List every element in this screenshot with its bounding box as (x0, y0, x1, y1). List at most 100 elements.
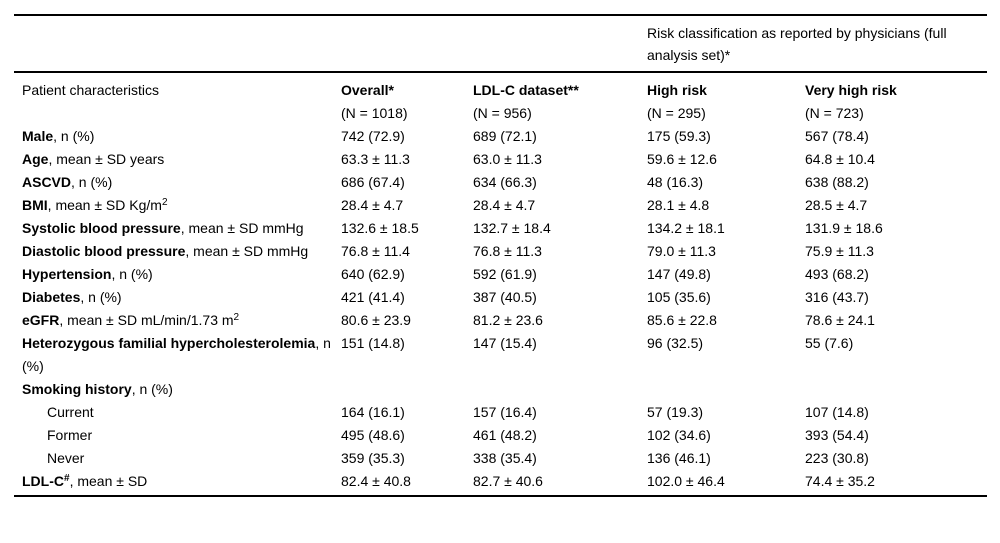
table-row: Age, mean ± SD years 63.3 ± 11.3 63.0 ± 11… (14, 148, 987, 171)
value-cell (647, 378, 805, 401)
value-cell: 131.9 ± 18.6 (805, 220, 883, 236)
row-label-segment: , n (%) (131, 381, 173, 397)
row-label-cell: Current (14, 401, 341, 424)
value-cell: 387 (40.5) (473, 289, 537, 305)
table-row: Diabetes, n (%) 421 (41.4) 387 (40.5) 105 (… (14, 286, 987, 309)
column-n-4: (N = 295) (647, 105, 706, 121)
row-label-cell: BMI, mean ± SD Kg/m2 (14, 194, 341, 217)
value-cell: 74.4 ± 35.2 (805, 470, 987, 497)
value-cell: 28.1 ± 4.8 (647, 197, 710, 213)
row-label-cell: Systolic blood pressure, mean ± SD mmHg (14, 217, 341, 240)
value-cell: 592 (61.9) (473, 266, 537, 282)
value-cell: 151 (14.8) (341, 335, 405, 351)
row-label-segment: , mean ± SD (69, 473, 148, 489)
table-row: Former 495 (48.6) 461 (48.2) 102 (34.6) 393 … (14, 424, 987, 447)
spanner-row: Risk classification as reported by physi… (14, 14, 987, 73)
row-label-segment: , n (%) (22, 335, 331, 374)
table-row: Current 164 (16.1) 157 (16.4) 57 (19.3) 107 … (14, 401, 987, 424)
column-header-2: Overall* (341, 82, 394, 98)
row-label-segment: , mean ± SD mmHg (180, 220, 304, 236)
column-header-4: High risk (647, 82, 707, 98)
table-row: eGFR, mean ± SD mL/min/1.73 m2 80.6 ± 23.… (14, 309, 987, 332)
value-cell: 82.4 ± 40.8 (341, 470, 473, 497)
value-cell: 147 (15.4) (473, 335, 537, 351)
row-label-segment: Heterozygous familial hypercholesterolem… (22, 335, 316, 351)
row-label-segment: Diastolic blood pressure (22, 243, 186, 259)
row-label-segment: BMI (22, 197, 48, 213)
value-cell: 567 (78.4) (805, 128, 869, 144)
row-label-segment: , n (%) (71, 174, 113, 190)
table-header: Risk classification as reported by physi… (14, 14, 987, 125)
row-label-cell: ASCVD, n (%) (14, 171, 341, 194)
value-cell: 638 (88.2) (805, 174, 869, 190)
value-cell: 82.7 ± 40.6 (473, 470, 647, 497)
table-row: Male, n (%) 742 (72.9) 689 (72.1) 175 (59.3… (14, 125, 987, 148)
value-cell: 96 (32.5) (647, 335, 704, 351)
value-cell: 107 (14.8) (805, 404, 869, 420)
table-row: Hypertension, n (%) 640 (62.9) 592 (61.9) 1… (14, 263, 987, 286)
value-cell: 157 (16.4) (473, 404, 537, 420)
row-label-cell: LDL-C#, mean ± SD (14, 470, 341, 497)
value-cell: 102 (34.6) (647, 427, 711, 443)
row-label-segment: , mean ± SD mmHg (185, 243, 309, 259)
row-label-segment: eGFR (22, 312, 60, 328)
value-cell: 85.6 ± 22.8 (647, 312, 717, 328)
column-n-2: (N = 1018) (341, 105, 408, 121)
table-row: LDL-C#, mean ± SD 82.4 ± 40.8 82.7 ± 40.6 1… (14, 470, 987, 497)
value-cell: 134.2 ± 18.1 (647, 220, 725, 236)
row-label-segment: , mean ± SD mL/min/1.73 m (59, 312, 234, 328)
row-label-segment: , n (%) (53, 128, 95, 144)
table-row: Never 359 (35.3) 338 (35.4) 136 (46.1) 223 (… (14, 447, 987, 470)
value-cell: 223 (30.8) (805, 450, 869, 466)
row-label-segment: LDL-C (22, 473, 64, 489)
value-cell: 80.6 ± 23.9 (341, 312, 411, 328)
value-cell: 316 (43.7) (805, 289, 869, 305)
value-cell: 359 (35.3) (341, 450, 405, 466)
row-label-segment: Age (22, 151, 49, 167)
value-cell: 105 (35.6) (647, 289, 711, 305)
value-cell: 132.7 ± 18.4 (473, 220, 551, 236)
spanner-empty-cell (14, 14, 647, 73)
value-cell: 493 (68.2) (805, 266, 869, 282)
table-row: Heterozygous familial hypercholesterolem… (14, 332, 987, 378)
value-cell: 28.4 ± 4.7 (341, 197, 404, 213)
value-cell: 28.5 ± 4.7 (805, 197, 868, 213)
value-cell: 76.8 ± 11.3 (473, 243, 542, 259)
row-label-segment: Diabetes (22, 289, 81, 305)
table-row: Diastolic blood pressure, mean ± SD mmHg… (14, 240, 987, 263)
value-cell: 79.0 ± 11.3 (647, 243, 716, 259)
value-cell: 634 (66.3) (473, 174, 537, 190)
row-label-segment: 2 (161, 197, 168, 208)
row-label-cell: Diabetes, n (%) (14, 286, 341, 309)
column-n-row: (N = 1018) (N = 956) (N = 295) (N = 723) (14, 102, 987, 125)
row-label-segment: 2 (233, 312, 240, 323)
value-cell: 55 (7.6) (805, 335, 854, 351)
value-cell: 81.2 ± 23.6 (473, 312, 543, 328)
value-cell: 164 (16.1) (341, 404, 405, 420)
value-cell: 742 (72.9) (341, 128, 405, 144)
row-label-cell: eGFR, mean ± SD mL/min/1.73 m2 (14, 309, 341, 332)
value-cell: 175 (59.3) (647, 128, 711, 144)
row-label-segment: Systolic blood pressure (22, 220, 181, 236)
value-cell: 689 (72.1) (473, 128, 537, 144)
column-header-patient-characteristics: Patient characteristics (22, 82, 159, 98)
table-row: Systolic blood pressure, mean ± SD mmHg 1… (14, 217, 987, 240)
row-label-segment: , n (%) (80, 289, 122, 305)
row-label-segment: Smoking history (22, 381, 132, 397)
row-label-segment: ASCVD (22, 174, 72, 190)
row-label-cell: Hypertension, n (%) (14, 263, 341, 286)
column-n-5: (N = 723) (805, 105, 864, 121)
row-label-segment: Former (47, 427, 93, 443)
patient-characteristics-table: Risk classification as reported by physi… (14, 14, 987, 497)
value-cell: 461 (48.2) (473, 427, 537, 443)
table-body: Male, n (%) 742 (72.9) 689 (72.1) 175 (59.3… (14, 125, 987, 497)
table-row: BMI, mean ± SD Kg/m2 28.4 ± 4.7 28.4 ± 4.7… (14, 194, 987, 217)
value-cell: 64.8 ± 10.4 (805, 151, 875, 167)
table-row: Smoking history, n (%) (14, 378, 987, 401)
value-cell: 57 (19.3) (647, 404, 704, 420)
value-cell: 78.6 ± 24.1 (805, 312, 875, 328)
value-cell (805, 378, 987, 401)
row-label-cell: Never (14, 447, 341, 470)
row-label-segment: Male (22, 128, 54, 144)
value-cell: 63.3 ± 11.3 (341, 151, 410, 167)
